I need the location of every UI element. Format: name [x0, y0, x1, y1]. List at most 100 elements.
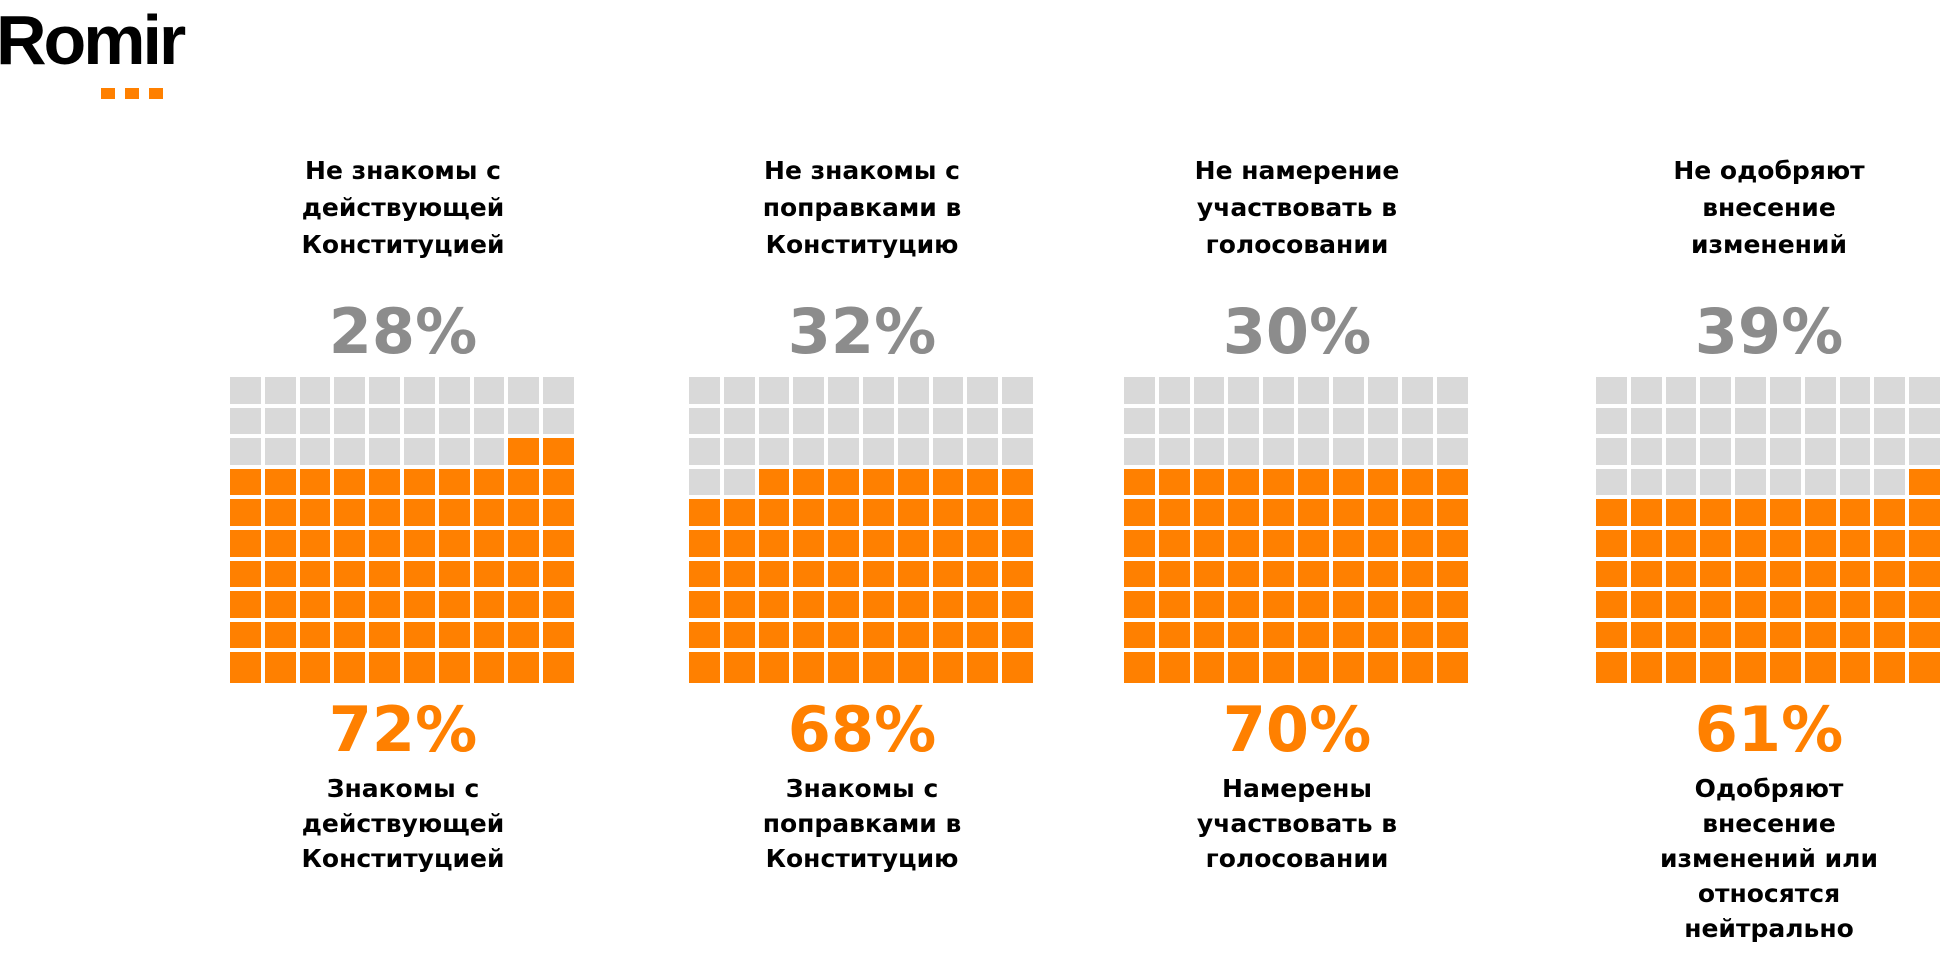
waffle-cell-grey [1770, 438, 1801, 465]
waffle-cell-orange [1193, 499, 1225, 526]
waffle-cell-grey [689, 377, 720, 404]
panel-bottom-label: Одобряют внесение изменений или относятс… [1659, 774, 1879, 943]
waffle-cell-grey [1596, 468, 1627, 496]
waffle-cell-orange [793, 468, 825, 496]
waffle-cell-orange [828, 591, 859, 618]
waffle-cell-grey [230, 377, 261, 404]
waffle-cell-orange [1124, 499, 1155, 526]
waffle-cell-orange [264, 468, 296, 496]
waffle-cell-grey [723, 438, 755, 465]
waffle-cell-grey [334, 377, 366, 404]
waffle-cell-orange [230, 621, 261, 649]
waffle-cell-orange [1402, 468, 1434, 496]
panel-top-percent: 32% [787, 295, 937, 368]
waffle-cell-orange [897, 621, 929, 649]
waffle-cell-orange [1228, 560, 1260, 588]
waffle-cell-orange [1700, 621, 1732, 649]
waffle-cell-orange [543, 591, 574, 618]
waffle-cell-orange [723, 530, 755, 557]
waffle-cell-orange [828, 652, 859, 683]
waffle-cell-grey [793, 377, 825, 404]
waffle-cell-grey [404, 438, 435, 465]
waffle-cell-orange [1735, 652, 1766, 683]
waffle-cell-orange [473, 468, 505, 496]
waffle-cell-orange [264, 560, 296, 588]
waffle-cell-grey [897, 438, 929, 465]
waffle-cell-grey [1630, 377, 1662, 404]
waffle-cell-orange [723, 499, 755, 526]
waffle-cell-orange [1874, 652, 1906, 683]
waffle-cell-orange [1332, 591, 1364, 618]
waffle-cell-orange [1630, 652, 1662, 683]
waffle-cell-orange [1839, 621, 1871, 649]
waffle-cell-orange [1228, 499, 1260, 526]
waffle-cell-orange [264, 499, 296, 526]
waffle-cell-grey [1596, 377, 1627, 404]
waffle-cell-orange [1263, 652, 1294, 683]
waffle-cell-orange [967, 652, 999, 683]
waffle-cell-grey [723, 377, 755, 404]
waffle-cell-grey [1263, 377, 1294, 404]
waffle-cell-orange [1298, 468, 1329, 496]
waffle-cell-grey [1804, 407, 1836, 435]
waffle-cell-grey [264, 377, 296, 404]
waffle-cell-orange [1909, 530, 1940, 557]
waffle-cell-orange [758, 621, 790, 649]
waffle-cell-grey [1367, 407, 1399, 435]
waffle-cell-grey [1332, 407, 1364, 435]
waffle-cell-grey [508, 407, 540, 435]
waffle-cell-orange [758, 499, 790, 526]
waffle-cell-grey [1437, 438, 1468, 465]
waffle-cell-orange [299, 621, 331, 649]
waffle-cell-orange [1158, 530, 1190, 557]
waffle-cell-grey [793, 438, 825, 465]
waffle-cell-orange [1596, 621, 1627, 649]
waffle-cell-grey [264, 407, 296, 435]
waffle-cell-orange [758, 652, 790, 683]
waffle-cell-grey [1804, 438, 1836, 465]
waffle-cell-orange [404, 560, 435, 588]
waffle-cell-grey [1402, 377, 1434, 404]
waffle-cell-orange [264, 621, 296, 649]
waffle-cell-grey [1332, 438, 1364, 465]
waffle-cell-orange [508, 621, 540, 649]
waffle-cell-orange [1630, 530, 1662, 557]
waffle-cell-grey [1124, 407, 1155, 435]
waffle-cell-orange [1839, 530, 1871, 557]
waffle-cell-orange [369, 499, 400, 526]
waffle-cell-orange [863, 652, 894, 683]
waffle-cell-orange [793, 652, 825, 683]
waffle-cell-orange [230, 560, 261, 588]
waffle-cell-orange [438, 530, 470, 557]
waffle-cell-orange [1735, 591, 1766, 618]
waffle-cell-grey [1402, 438, 1434, 465]
waffle-cell-orange [1263, 560, 1294, 588]
waffle-cell-orange [1402, 560, 1434, 588]
waffle-cell-orange [473, 652, 505, 683]
waffle-cell-grey [299, 407, 331, 435]
waffle-cell-orange [1700, 560, 1732, 588]
waffle-cell-grey [828, 377, 859, 404]
waffle-grid [689, 377, 1035, 683]
waffle-cell-orange [758, 530, 790, 557]
waffle-cell-orange [1158, 621, 1190, 649]
waffle-cell-orange [1158, 499, 1190, 526]
waffle-cell-orange [1332, 560, 1364, 588]
waffle-cell-orange [1228, 530, 1260, 557]
waffle-cell-grey [1770, 377, 1801, 404]
waffle-cell-orange [1367, 560, 1399, 588]
waffle-cell-orange [967, 621, 999, 649]
waffle-cell-orange [1193, 621, 1225, 649]
waffle-cell-grey [1228, 377, 1260, 404]
waffle-cell-orange [264, 591, 296, 618]
waffle-cell-grey [828, 407, 859, 435]
waffle-cell-orange [1158, 468, 1190, 496]
waffle-cell-grey [1700, 407, 1732, 435]
waffle-cell-orange [1596, 652, 1627, 683]
waffle-cell-orange [438, 621, 470, 649]
waffle-cell-orange [723, 621, 755, 649]
waffle-cell-orange [932, 560, 964, 588]
waffle-cell-orange [932, 652, 964, 683]
waffle-cell-orange [438, 468, 470, 496]
waffle-cell-orange [1298, 560, 1329, 588]
